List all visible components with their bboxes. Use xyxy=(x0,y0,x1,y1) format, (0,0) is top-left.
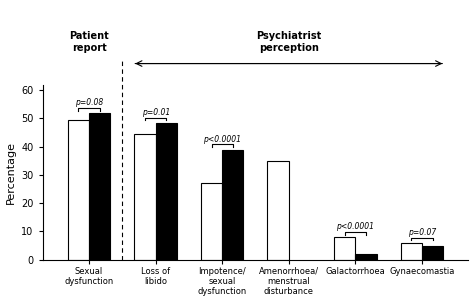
Text: p<0.0001: p<0.0001 xyxy=(203,135,241,143)
Text: p<0.0001: p<0.0001 xyxy=(337,222,374,231)
Text: p=0.08: p=0.08 xyxy=(75,98,103,107)
Bar xyxy=(134,134,155,260)
Bar xyxy=(201,183,222,260)
Text: Psychiatrist
perception: Psychiatrist perception xyxy=(256,31,321,53)
Bar xyxy=(356,254,377,260)
Text: p=0.07: p=0.07 xyxy=(408,228,436,237)
Bar xyxy=(401,243,422,260)
Bar xyxy=(222,149,244,260)
Bar xyxy=(68,120,89,260)
Text: p=0.01: p=0.01 xyxy=(142,108,170,117)
Bar xyxy=(155,123,177,260)
Bar xyxy=(267,161,289,260)
Text: Patient
report: Patient report xyxy=(69,31,109,53)
Y-axis label: Percentage: Percentage xyxy=(6,141,16,204)
Bar xyxy=(89,113,110,260)
Bar xyxy=(422,246,443,260)
Bar xyxy=(334,237,356,260)
